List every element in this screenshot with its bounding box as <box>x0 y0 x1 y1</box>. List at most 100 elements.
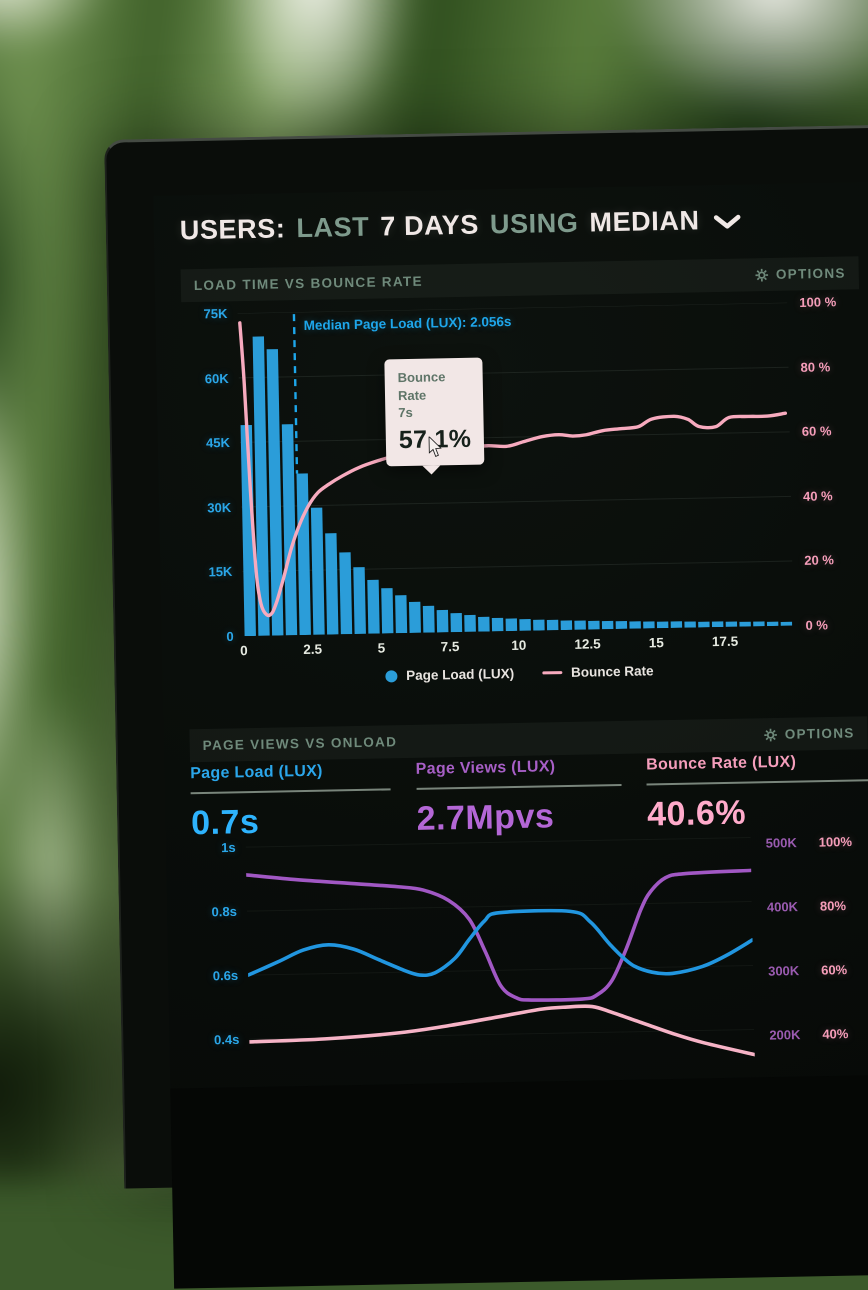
axis-tick: 17.5 <box>712 634 739 650</box>
panel1-options-button[interactable]: OPTIONS <box>755 266 846 283</box>
axis-tick: 15 <box>649 635 664 650</box>
chart2-right-axis-bounce: 100%80%60%40% <box>814 827 868 1068</box>
metric-divider <box>191 788 391 794</box>
histogram-bar <box>712 621 723 627</box>
axis-tick: 40% <box>822 1026 848 1041</box>
axis-tick: 1s <box>221 840 236 855</box>
tooltip-x: 7s <box>398 405 413 420</box>
chevron-down-icon[interactable] <box>713 215 740 231</box>
histogram-bar <box>492 618 504 632</box>
histogram-bar <box>450 613 462 632</box>
histogram-bar <box>671 621 682 628</box>
dashboard-screen: USERS: LAST 7 DAYS USING MEDIAN LOAD TIM… <box>153 181 868 1188</box>
metric-page-load: Page Load (LUX) 0.7s <box>190 761 391 843</box>
title-median: MEDIAN <box>589 205 700 238</box>
histogram-bar <box>698 622 709 628</box>
axis-tick: 0 <box>226 629 234 644</box>
histogram-bar <box>781 622 792 626</box>
histogram-bar <box>423 606 435 633</box>
histogram-bar <box>547 620 559 631</box>
title-using: USING <box>490 208 579 241</box>
axis-tick: 75K <box>203 306 227 321</box>
median-line <box>294 314 297 473</box>
chart1-legend: Page Load (LUX) Bounce Rate <box>244 661 794 687</box>
chart2-plot-area[interactable] <box>246 829 756 1079</box>
axis-tick: 10 <box>511 638 526 653</box>
series-line <box>246 865 753 1006</box>
axis-tick: 40 % <box>803 488 833 504</box>
metric-page-views: Page Views (LUX) 2.7Mpvs <box>416 757 622 839</box>
axis-tick: 5 <box>377 640 385 655</box>
axis-tick: 30K <box>207 500 231 515</box>
metric-divider <box>416 784 621 790</box>
histogram-bar <box>643 621 654 628</box>
gear-icon <box>764 727 778 741</box>
cursor-icon <box>428 436 443 457</box>
histogram-bar <box>616 621 627 629</box>
axis-tick: 500K <box>766 835 797 851</box>
legend-page-load-label: Page Load (LUX) <box>406 666 514 683</box>
histogram-bar <box>367 580 379 634</box>
axis-tick: 100 % <box>799 294 836 310</box>
histogram-bar <box>409 602 421 633</box>
axis-tick: 80 % <box>800 359 830 375</box>
axis-tick: 60K <box>205 371 229 386</box>
axis-tick: 0.6s <box>213 968 239 983</box>
axis-tick: 0.8s <box>211 904 237 919</box>
histogram-bar <box>739 622 750 627</box>
timeframe-selector[interactable]: USERS: LAST 7 DAYS USING MEDIAN <box>180 205 741 247</box>
panel1-title: LOAD TIME VS BOUNCE RATE <box>194 274 423 293</box>
legend-line-icon <box>542 671 562 675</box>
histogram-bar <box>464 615 476 632</box>
panel2-title: PAGE VIEWS VS ONLOAD <box>203 734 398 753</box>
axis-tick: 0 % <box>805 617 828 632</box>
histogram-bar <box>437 610 449 633</box>
metric-divider <box>647 779 868 785</box>
histogram-bar <box>506 618 518 631</box>
axis-tick: 200K <box>769 1027 800 1043</box>
histogram-bar <box>311 508 325 635</box>
metric-bounce-rate-label: Bounce Rate (LUX) <box>646 752 868 774</box>
histogram-bar <box>353 567 366 634</box>
histogram-bar <box>533 620 545 631</box>
histogram-bar <box>588 621 600 630</box>
axis-tick: 0.4s <box>214 1032 240 1047</box>
metric-page-load-label: Page Load (LUX) <box>190 761 390 783</box>
gear-icon <box>755 268 769 282</box>
title-last: LAST <box>296 212 369 244</box>
histogram-bar <box>574 621 586 630</box>
screen-bottom-bezel <box>170 1074 868 1289</box>
title-days: 7 DAYS <box>380 210 479 243</box>
histogram-bar <box>684 621 695 627</box>
title-users: USERS: <box>180 213 286 246</box>
histogram-bar <box>767 622 778 627</box>
axis-tick: 7.5 <box>441 639 460 654</box>
histogram-bar <box>395 595 407 633</box>
panel2-options-button[interactable]: OPTIONS <box>764 725 855 742</box>
panel-header-load-time: LOAD TIME VS BOUNCE RATE OPTIONS <box>181 256 860 302</box>
panel2-options-label: OPTIONS <box>785 725 855 741</box>
histogram-bar <box>478 617 490 632</box>
histogram-bar <box>297 473 311 635</box>
histogram-bar <box>561 620 573 630</box>
legend-bounce-rate[interactable]: Bounce Rate <box>542 663 654 680</box>
histogram-bar <box>339 552 352 634</box>
tooltip-series: Bounce Rate <box>398 369 446 402</box>
legend-bounce-rate-label: Bounce Rate <box>571 663 654 680</box>
chart1-plot-area[interactable]: Median Page Load (LUX): 2.056s Bounce Ra… <box>237 303 793 636</box>
metric-bounce-rate: Bounce Rate (LUX) 40.6% <box>646 752 868 834</box>
histogram-bar <box>253 336 270 635</box>
metric-page-views-label: Page Views (LUX) <box>416 757 621 779</box>
histogram-bar <box>282 424 297 635</box>
axis-tick: 12.5 <box>574 636 601 652</box>
histogram-bar <box>602 621 614 629</box>
axis-tick: 2.5 <box>303 642 322 657</box>
legend-page-load[interactable]: Page Load (LUX) <box>385 666 514 683</box>
histogram-bar <box>629 621 640 629</box>
page-views-onload-chart <box>246 829 756 1079</box>
panel1-options-label: OPTIONS <box>776 266 846 282</box>
axis-tick: 0 <box>240 643 248 658</box>
